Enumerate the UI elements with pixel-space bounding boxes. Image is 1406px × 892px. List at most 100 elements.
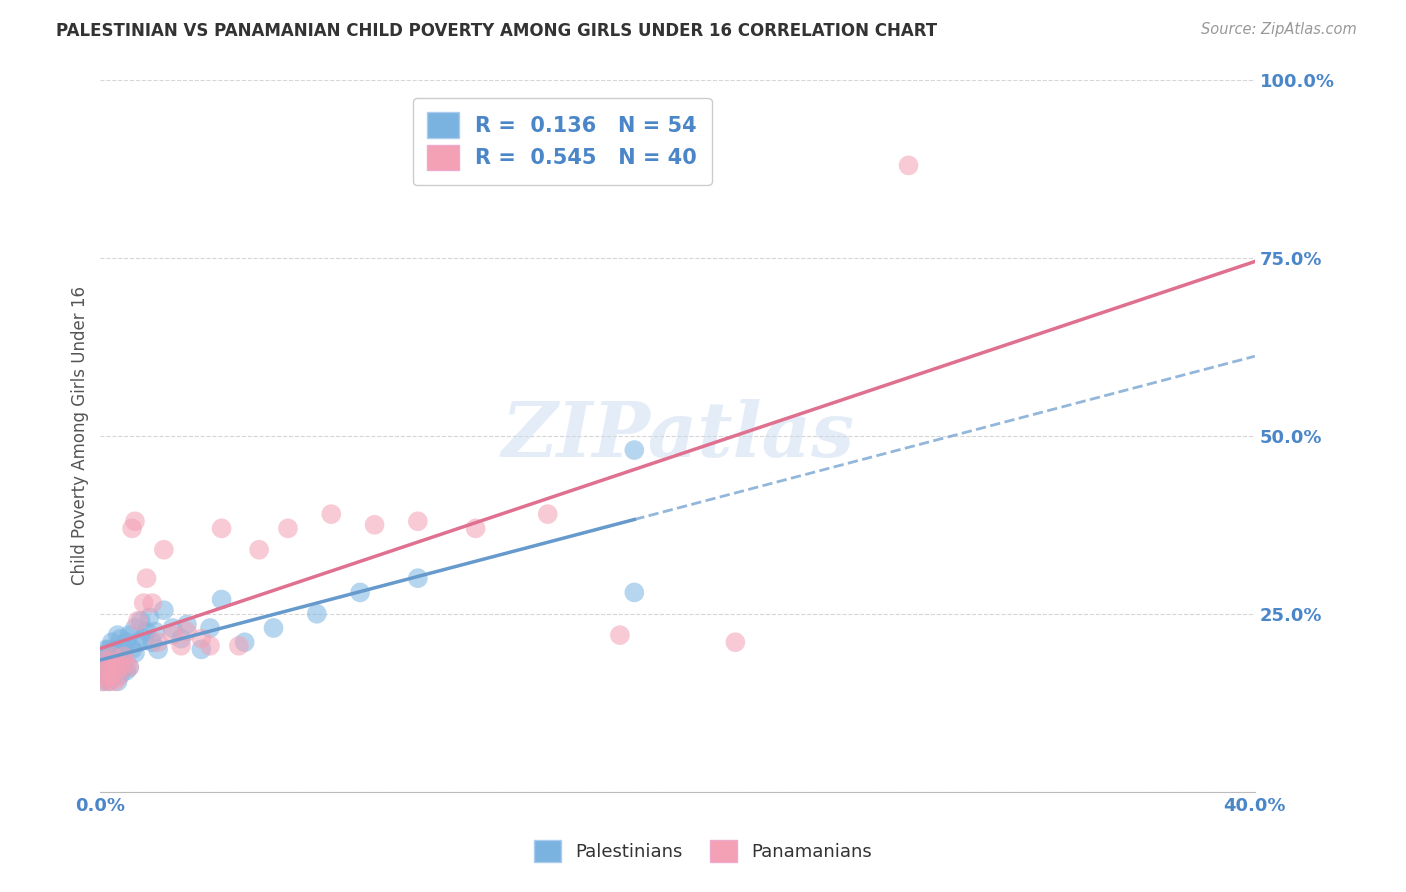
Point [91,660,114,674]
Point [104,642,127,657]
Point [363,517,385,532]
Point [124,621,146,635]
Point [94,653,117,667]
Point [277,521,299,535]
Point [162,621,184,635]
Point [110,667,132,681]
Point [112,660,135,674]
Point [98,642,121,657]
Point [118,628,141,642]
Point [176,617,198,632]
Point [104,657,127,671]
Point [132,632,155,646]
Point [247,542,270,557]
Point [107,628,129,642]
Point [609,628,631,642]
Point [211,592,233,607]
Point [623,585,645,599]
Legend: Palestinians, Panamanians: Palestinians, Panamanians [527,833,879,870]
Point [115,657,138,671]
Point [94,642,117,657]
Point [143,624,166,639]
Point [537,507,560,521]
Point [176,624,198,639]
Point [110,632,132,646]
Point [464,521,486,535]
Point [110,653,132,667]
Point [101,660,124,674]
Point [162,628,184,642]
Point [406,514,429,528]
Point [170,632,193,646]
Point [104,657,127,671]
Point [104,674,127,689]
Y-axis label: Child Poverty Among Girls Under 16: Child Poverty Among Girls Under 16 [72,286,89,585]
Point [135,624,157,639]
Point [897,158,920,172]
Point [198,639,221,653]
Point [101,667,124,681]
Point [321,507,343,521]
Point [153,603,176,617]
Point [228,639,250,653]
Point [107,671,129,685]
Point [94,671,117,685]
Point [112,646,135,660]
Legend: R =  0.136   N = 54, R =  0.545   N = 40: R = 0.136 N = 54, R = 0.545 N = 40 [413,97,711,185]
Point [127,635,149,649]
Point [98,653,121,667]
Point [141,596,163,610]
Point [91,649,114,664]
Text: ZIPatlas: ZIPatlas [501,399,855,473]
Point [198,621,221,635]
Point [118,660,141,674]
Point [211,521,233,535]
Point [146,635,169,649]
Point [91,674,114,689]
Point [190,632,212,646]
Point [118,660,141,674]
Point [91,660,114,674]
Point [724,635,747,649]
Point [349,585,371,599]
Point [141,635,163,649]
Point [115,635,138,649]
Point [101,671,124,685]
Point [98,674,121,689]
Point [98,674,121,689]
Point [112,649,135,664]
Point [146,642,169,657]
Text: Source: ZipAtlas.com: Source: ZipAtlas.com [1201,22,1357,37]
Point [132,596,155,610]
Point [110,660,132,674]
Point [305,607,328,621]
Point [107,660,129,674]
Point [98,664,121,678]
Point [101,649,124,664]
Point [233,635,256,649]
Point [135,571,157,585]
Point [104,667,127,681]
Point [91,674,114,689]
Point [101,635,124,649]
Point [190,642,212,657]
Point [623,443,645,458]
Point [121,642,143,657]
Point [138,610,160,624]
Point [153,542,176,557]
Point [94,660,117,674]
Point [107,674,129,689]
Point [121,521,143,535]
Text: PALESTINIAN VS PANAMANIAN CHILD POVERTY AMONG GIRLS UNDER 16 CORRELATION CHART: PALESTINIAN VS PANAMANIAN CHILD POVERTY … [56,22,938,40]
Point [115,664,138,678]
Point [170,639,193,653]
Point [406,571,429,585]
Point [127,614,149,628]
Point [263,621,285,635]
Point [101,649,124,664]
Point [124,646,146,660]
Point [98,660,121,674]
Point [124,514,146,528]
Point [94,671,117,685]
Point [129,614,152,628]
